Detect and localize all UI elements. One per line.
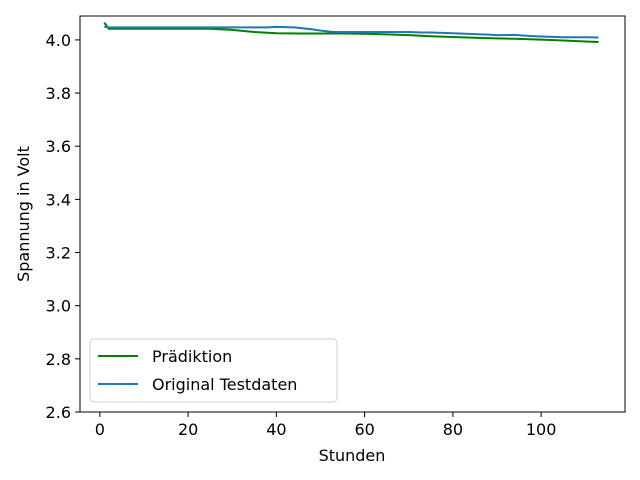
- legend-entry-label: Prädiktion: [152, 347, 232, 366]
- y-tick-label: 3.2: [46, 244, 71, 263]
- y-tick-label: 3.0: [46, 297, 71, 316]
- legend-box: [89, 338, 338, 403]
- y-tick-label: 3.8: [46, 84, 71, 103]
- y-tick-label: 2.8: [46, 350, 71, 369]
- legend-entry-label: Original Testdaten: [152, 375, 297, 394]
- series-layer: [103, 22, 599, 44]
- y-axis-ticks: 2.6 2.8 3.0 3.2 3.4 3.6 3.8 4.0: [46, 31, 80, 422]
- y-tick-label: 2.6: [46, 403, 71, 422]
- x-tick-label: 100: [526, 420, 557, 439]
- series-line-2: [104, 25, 599, 39]
- x-axis-ticks: 0 20 40 60 80 100: [95, 412, 557, 439]
- x-tick-label: 80: [443, 420, 463, 439]
- x-tick-label: 60: [354, 420, 374, 439]
- legend: Prädiktion Original Testdaten: [89, 338, 338, 403]
- y-tick-label: 3.6: [46, 137, 71, 156]
- y-tick-label: 3.4: [46, 190, 71, 209]
- x-tick-label: 20: [178, 420, 198, 439]
- plot-frame: [79, 15, 626, 413]
- y-axis-label: Spannung in Volt: [14, 146, 33, 282]
- x-tick-label: 40: [266, 420, 286, 439]
- x-axis-label: Stunden: [319, 446, 386, 465]
- series-line-1: [103, 22, 599, 44]
- x-tick-label: 0: [95, 420, 105, 439]
- y-tick-label: 4.0: [46, 31, 71, 50]
